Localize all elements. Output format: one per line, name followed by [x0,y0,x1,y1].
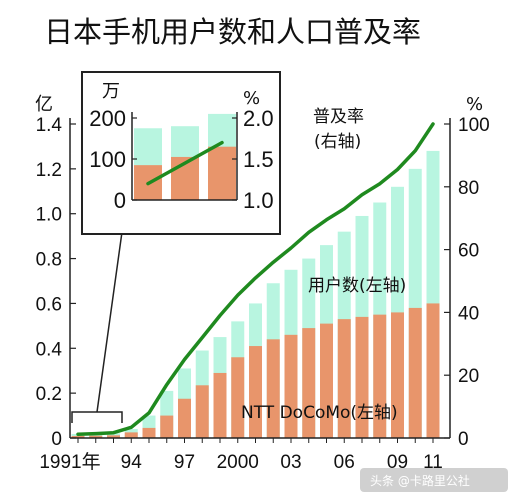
left-tick-label: 0 [51,429,62,450]
docomo-bar [178,398,191,438]
x-tick-label: 11 [423,452,443,473]
docomo-bar [355,316,369,438]
right-axis-unit: % [466,94,483,115]
docomo-bar [373,314,387,438]
docomo-bar [213,372,227,438]
right-tick-label: 20 [458,366,479,387]
chart-title: 日本手机用户数和人口普及率 [44,15,421,49]
left-tick-label: 0.8 [36,250,62,271]
docomo-bar [249,346,262,438]
x-tick-label: 1991年 [39,451,100,473]
x-tick-label: 94 [121,452,143,473]
docomo-label: NTT DoCoMo(左轴) [241,403,398,423]
inset-left-unit: 万 [102,81,120,102]
left-tick-label: 0.6 [36,294,62,315]
docomo-bar [302,328,316,438]
right-tick-label: 40 [458,303,479,324]
docomo-bar [391,312,404,438]
inset-right-tick-label: 2.0 [243,106,274,131]
right-tick-label: 0 [458,429,469,450]
left-tick-label: 0.4 [36,339,63,360]
subscribers-label: 用户数(左轴) [308,276,406,296]
docomo-bar [231,357,245,438]
x-tick-label: 09 [387,452,408,473]
x-tick-label: 03 [280,452,301,473]
right-tick-label: 60 [458,241,479,262]
x-tick-label: 2000 [217,452,259,473]
left-tick-label: 1.2 [36,160,62,181]
docomo-bar [142,427,156,438]
x-tick-label: 06 [334,452,355,473]
watermark-background [360,468,508,492]
inset-right-tick-label: 1.0 [243,188,274,213]
inset-left-tick-label: 100 [89,147,126,172]
left-axis-unit: 亿 [35,94,53,115]
right-tick-label: 80 [458,178,479,199]
inset-left-tick-label: 0 [114,188,126,213]
main-plot: 0 0.2 0.4 0.6 0.8 1.0 1.2 1.4 0 20 40 60 80 100 1991年 9… [36,115,490,473]
docomo-bar [284,334,298,438]
docomo-bar [195,385,209,438]
docomo-bar [266,339,280,438]
penetration-label: 普及率 [313,107,364,127]
right-tick-label: 100 [458,115,490,136]
left-tick-label: 1.0 [36,205,62,226]
docomo-bar [408,307,422,438]
left-tick-label: 0.2 [36,384,62,405]
docomo-bar [426,303,440,438]
inset-zoom: 万 % 200 100 0 2.0 1.5 1.0 [81,71,281,413]
inset-right-tick-label: 1.5 [243,147,274,172]
docomo-bar [337,319,351,438]
inset-frame [81,71,281,235]
docomo-bar [124,432,138,438]
penetration-axis-note: (右轴) [314,132,361,152]
penetration-line [76,122,435,436]
watermark: 头条 @卡路里公社 [360,468,508,492]
left-tick-label: 1.4 [36,115,63,136]
inset-callout [96,231,123,413]
docomo-bar [89,435,103,438]
docomo-bar [320,323,333,438]
inset-penetration-line [146,140,224,186]
docomo-bar [71,435,85,438]
zoom-bracket [71,411,123,423]
watermark-text: 头条 @卡路里公社 [370,473,470,488]
inset-right-unit: % [243,88,260,109]
inset-left-tick-label: 200 [89,106,126,131]
x-tick-label: 97 [174,452,195,473]
inset-docomo-bar [208,146,236,200]
docomo-bar [107,435,120,438]
docomo-bar [160,415,174,438]
